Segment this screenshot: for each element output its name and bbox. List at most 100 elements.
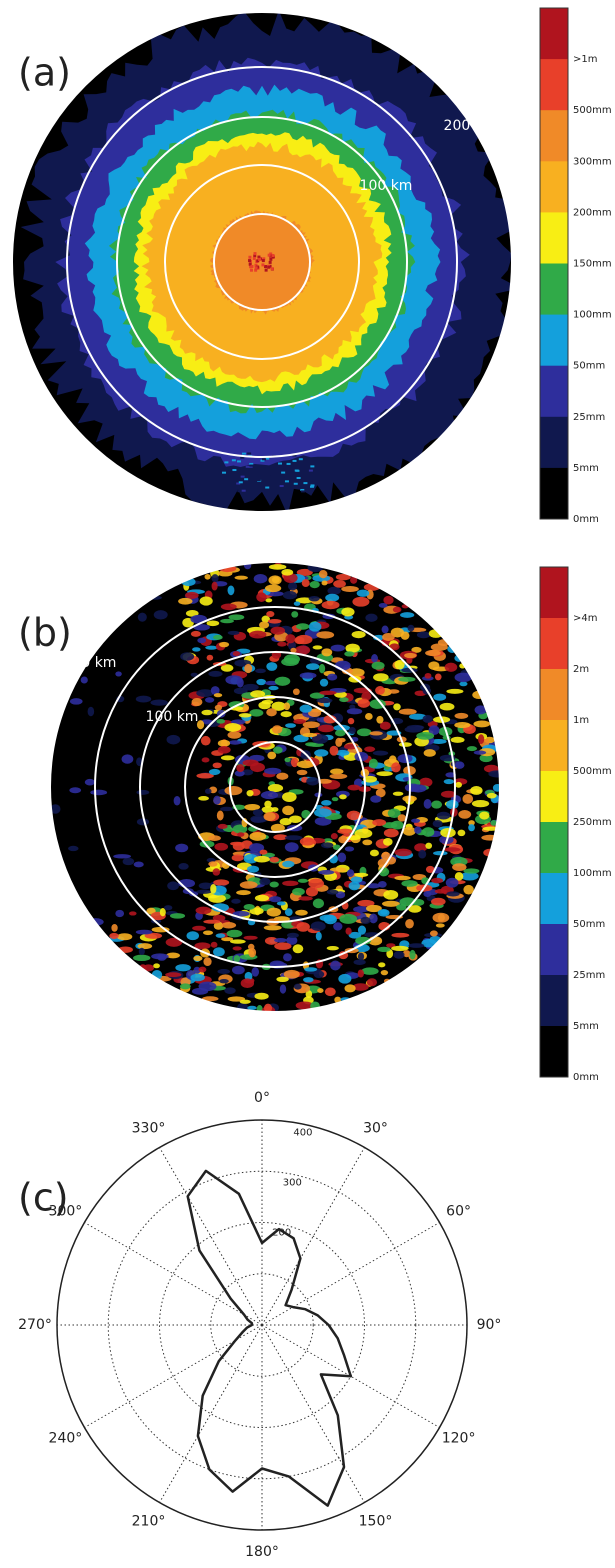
radar-cell [358,953,364,961]
radar-cell [370,795,381,802]
radar-cell [185,592,199,599]
radar-cell [364,746,375,752]
radar-cell [393,607,402,613]
radar-cell [445,663,458,672]
radar-cell [316,698,332,703]
radar-cell [270,882,279,888]
radar-cell [219,979,229,983]
radar-cell [446,800,459,809]
radar-cell [375,686,385,695]
r-tick-label: 300 [283,1177,302,1188]
radar-cell [287,933,299,938]
radar-cell [281,569,293,576]
radar-cell [275,459,279,461]
radar-cell [339,697,348,702]
radar-cell [388,689,399,693]
radar-cell [218,824,228,829]
radar-cell [264,812,276,821]
radar-cell [433,820,443,827]
radar-cell [309,596,320,601]
radar-cell [289,815,302,823]
radar-cell [331,833,338,839]
radar-cell [269,564,287,570]
radar-cell [250,690,265,697]
radar-cell [281,472,285,474]
radar-cell [330,768,343,774]
radar-cell [481,835,498,841]
radar-cell [205,646,217,650]
radar-cell [468,824,475,831]
radar-cell [243,684,259,691]
radar-cell [262,458,266,460]
radar-cell [271,254,274,257]
colorbar-label: >1m [573,54,597,65]
radar-cell [230,939,246,943]
data-line [188,1171,351,1506]
radar-cell [136,790,149,795]
radar-cell [318,870,334,875]
radar-cell [316,932,322,941]
radar-cell [335,661,351,671]
radar-cell [234,955,240,962]
radar-cell [383,596,393,605]
radar-cell [306,777,319,785]
radar-cell [271,267,274,270]
radar-cell [325,988,336,997]
radar-cell [178,598,192,605]
radar-cell [139,948,145,955]
radar-cell [210,884,216,894]
radar-cell [478,734,484,744]
radar-cell [297,477,301,479]
radar-cell [348,718,355,724]
radar-cell [372,819,386,826]
radar-cell [365,614,377,622]
radar-cell [224,461,228,463]
radar-cell [187,931,200,940]
radar-cell [232,469,236,471]
radar-cell [454,722,470,728]
radar-cell [138,943,153,949]
radar-cell [337,829,353,835]
theta-tick-label: 330° [132,1120,166,1136]
radar-cell [209,769,220,775]
radar-cell [431,801,442,809]
radar-cell [338,852,347,862]
radar-cell [256,592,266,602]
radar-cell [267,752,276,760]
radar-cell [278,463,282,465]
radar-cell [190,974,204,982]
radar-cell [321,648,332,656]
radar-cell [249,709,263,716]
radar-cell [302,733,317,737]
radar-cell [310,581,320,588]
radar-cell [433,913,450,923]
colorbar-segment [540,669,568,721]
radar-cell [391,933,409,938]
colorbar-label: 1m [573,715,589,726]
spoke [262,1325,365,1503]
radar-cell [418,850,426,859]
radar-cell [198,967,206,973]
radar-cell [217,811,224,821]
radar-cell [446,891,459,896]
radar-cell [276,977,288,982]
radar-cell [394,951,405,959]
radar-cell [383,838,393,846]
radar-cell [409,950,415,960]
radar-cell [306,887,318,897]
radar-cell [122,754,134,763]
radar-cell [345,644,359,653]
radar-cell [314,808,332,817]
radar-cell [463,868,479,873]
radar-cell [205,697,214,703]
radar-cell [253,809,263,816]
radar-cell [401,880,417,887]
colorbar-label: 50mm [573,919,605,930]
radar-cell [240,881,258,889]
radar-cell [265,585,281,593]
radar-cell [81,676,88,683]
radar-cell [309,480,313,482]
radar-cell [425,650,441,656]
radar-cell [151,953,169,959]
theta-tick-label: 300° [49,1204,83,1220]
